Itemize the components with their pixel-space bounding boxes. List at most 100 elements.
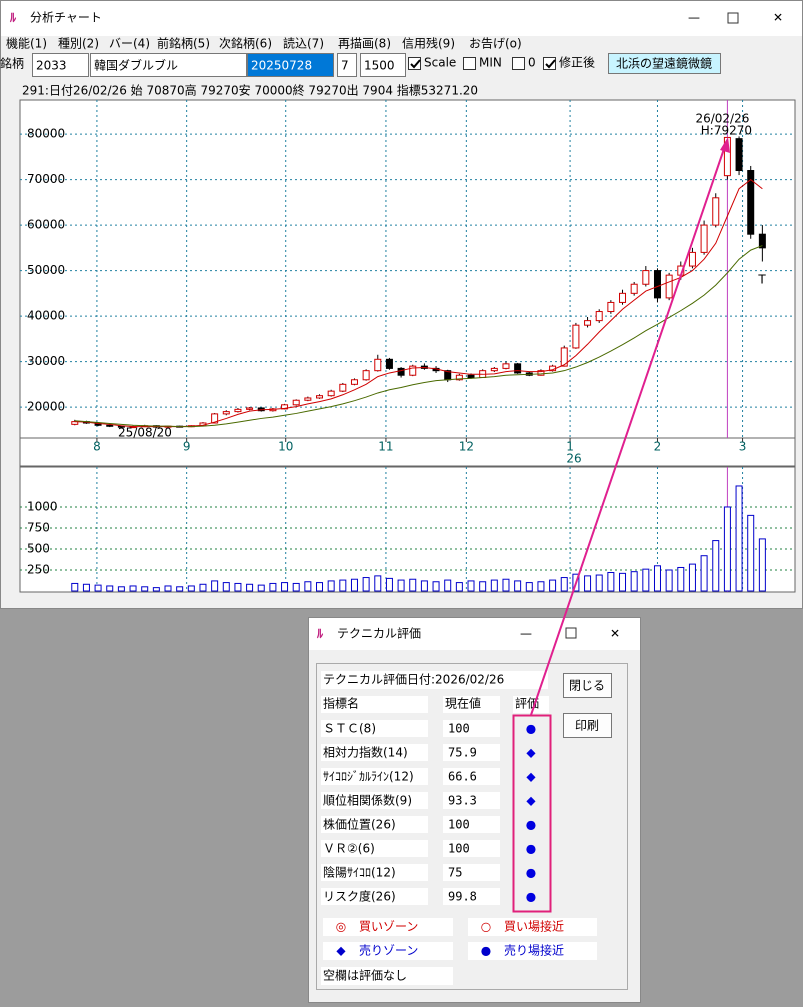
volume-bar [350,578,358,592]
value-field [443,792,500,809]
indicator-value: 75.9 [448,746,477,760]
input-box[interactable] [360,53,406,77]
name-field [321,768,428,785]
candle-body [409,365,417,376]
volume-bar [374,575,382,592]
indicator-value: 75 [448,866,462,880]
indicator-value: 100 [448,818,470,832]
checkbox[interactable] [543,57,556,70]
volume-bar [514,580,522,592]
rating: ● [526,866,536,880]
button[interactable] [608,53,721,74]
indicator-name: ＳＴＣ(8) [323,722,376,736]
candle-body [234,408,242,413]
input-text: 韓国ダブルブル [94,58,178,73]
menu-item[interactable]: 次銘柄(6) [219,36,272,51]
button-label: 閉じる [569,679,605,693]
checkbox[interactable] [463,57,476,70]
name-field [321,744,428,761]
legend-field [468,942,597,960]
minimize[interactable]: — [688,11,700,25]
menu-item[interactable]: バー(4) [109,37,150,51]
y-tick-label: 40000 [27,309,65,323]
button-label: 印刷 [575,719,599,733]
indicator-value: 66.6 [448,770,477,784]
close[interactable]: ✕ [610,627,620,641]
close[interactable]: ✕ [773,11,783,25]
x-tick-label: 9 [183,440,191,454]
candle-body [246,407,254,410]
input-box[interactable] [32,53,89,77]
volume-bar [735,485,743,592]
volume-bar [106,585,114,592]
candle-body [758,233,766,249]
volume-bar [677,566,685,592]
candle-body [316,395,324,399]
candle-body [490,367,498,372]
button[interactable] [563,713,612,738]
menu-item[interactable]: 種別(2) [58,37,99,51]
volume-bar [176,586,184,592]
candle-body [502,363,510,369]
y-tick-label: 750 [27,520,50,534]
indicator-value: 99.8 [448,890,477,904]
candle-body [653,270,661,299]
menu-item[interactable]: 機能(1) [6,36,47,51]
y-tick-label: 500 [27,541,50,555]
indicator-name: 株価位置(26) [323,817,396,832]
volume-bar [129,585,137,592]
candle-body [688,251,696,267]
volume-bar [164,585,172,592]
legend-label: 買い場接近 [504,919,564,934]
menu-item[interactable]: 再描画(8) [338,37,391,51]
volume-bar [327,580,335,592]
input-box[interactable] [337,53,357,77]
input-text: 7 [341,59,349,73]
volume-bar [455,582,463,592]
name-field [321,720,428,737]
checkbox[interactable] [512,57,525,70]
candle-body [642,270,650,285]
y-tick-label: 80000 [27,127,65,141]
annotation: 25/08/20 [118,426,172,440]
volume-bar [723,506,731,592]
indicator-name: 相対力指数(14) [323,745,408,760]
menu-item[interactable]: お告げ(o) [469,37,522,51]
volume-bar [642,568,650,592]
value-field [443,720,500,737]
input-box[interactable] [247,53,334,77]
checkbox[interactable] [408,57,421,70]
volume-bar [619,572,627,592]
volume-bar [152,587,160,592]
maximize[interactable] [727,12,739,24]
checkbox-label: MIN [479,56,502,70]
legend-field [323,942,453,960]
menu-item[interactable]: 前銘柄(5) [157,36,210,51]
volume-bar [316,582,324,592]
volume-bar [595,574,603,592]
date-axis-panel [19,437,796,467]
window-title: 分析チャート [30,11,102,25]
menu-item[interactable]: 読込(7) [283,36,324,51]
maximize[interactable] [565,627,577,639]
minimize[interactable]: — [520,627,532,641]
checkbox-label: Scale [424,56,456,70]
y-tick-label: 250 [27,562,50,576]
candle-body [292,399,300,406]
rating: ◆ [526,770,536,784]
volume-bar [397,579,405,592]
rating: ● [526,842,536,856]
value-field [443,888,500,905]
symbol-label: 銘柄 [0,56,24,71]
candle-body [630,283,638,294]
y-tick-label: 1000 [27,499,58,513]
menu-item[interactable]: 信用残(9) [402,37,455,51]
input-box[interactable] [90,53,247,77]
eval-date: テクニカル評価日付:2026/02/26 [323,672,504,687]
value-field [443,864,500,881]
candle-body [106,424,114,427]
volume-bar [211,580,219,592]
candle-body [595,311,603,322]
button[interactable] [563,673,612,698]
